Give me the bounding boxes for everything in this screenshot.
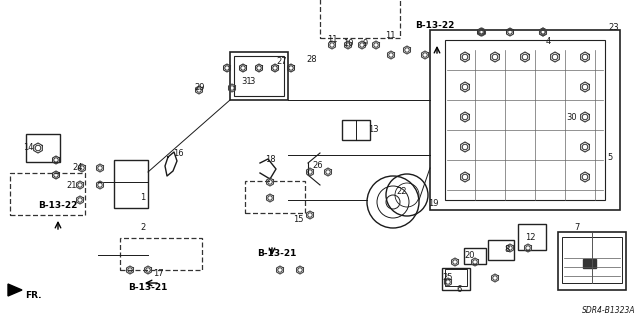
Text: 12: 12 <box>525 233 535 241</box>
Bar <box>245 181 305 213</box>
Text: 10: 10 <box>343 39 353 48</box>
Text: 20: 20 <box>465 250 476 259</box>
Text: 17: 17 <box>153 269 163 278</box>
Text: B-13-22: B-13-22 <box>38 201 77 210</box>
Text: 5: 5 <box>607 153 612 162</box>
Text: FR.: FR. <box>25 291 42 300</box>
Text: 6: 6 <box>456 286 461 294</box>
Text: 29: 29 <box>195 84 205 93</box>
Text: 16: 16 <box>173 149 183 158</box>
Text: 27: 27 <box>276 57 287 66</box>
Text: 2: 2 <box>140 224 146 233</box>
Bar <box>518 224 546 250</box>
Bar <box>120 238 202 270</box>
Text: 21: 21 <box>67 181 77 189</box>
Text: 22: 22 <box>397 188 407 197</box>
Text: B-13-21: B-13-21 <box>257 249 297 257</box>
Bar <box>230 52 288 100</box>
Text: 26: 26 <box>313 160 323 169</box>
Text: 24: 24 <box>73 164 83 173</box>
Text: 23: 23 <box>609 24 620 33</box>
Text: 18: 18 <box>265 155 275 165</box>
Polygon shape <box>8 284 22 296</box>
Text: 15: 15 <box>292 216 303 225</box>
Text: 11: 11 <box>385 31 396 40</box>
Text: 11: 11 <box>327 35 337 44</box>
Text: 14: 14 <box>23 144 33 152</box>
Bar <box>10 173 85 215</box>
Text: 4: 4 <box>545 38 550 47</box>
Text: B-13-21: B-13-21 <box>128 284 168 293</box>
Text: 3: 3 <box>250 78 255 86</box>
Bar <box>583 259 596 268</box>
Text: 13: 13 <box>368 125 378 135</box>
Text: 8: 8 <box>504 246 509 255</box>
Bar <box>114 160 148 208</box>
Bar <box>558 232 626 290</box>
Text: SDR4-B1323A: SDR4-B1323A <box>582 306 636 315</box>
Text: 31: 31 <box>242 78 252 86</box>
Bar <box>26 134 60 162</box>
Text: 19: 19 <box>428 198 438 207</box>
Bar <box>442 268 470 290</box>
Bar <box>464 248 486 264</box>
Bar <box>320 0 400 38</box>
Bar <box>488 240 514 260</box>
Bar <box>430 30 620 210</box>
Text: 7: 7 <box>574 224 580 233</box>
Text: 30: 30 <box>566 114 577 122</box>
Text: B-13-22: B-13-22 <box>415 20 454 29</box>
Bar <box>445 269 467 286</box>
Bar <box>445 40 605 200</box>
Bar <box>562 237 622 283</box>
Text: 25: 25 <box>443 272 453 281</box>
Text: 1: 1 <box>140 194 146 203</box>
Bar <box>342 120 370 140</box>
Bar <box>234 56 284 96</box>
Text: 28: 28 <box>307 56 317 64</box>
Text: 9: 9 <box>362 39 367 48</box>
